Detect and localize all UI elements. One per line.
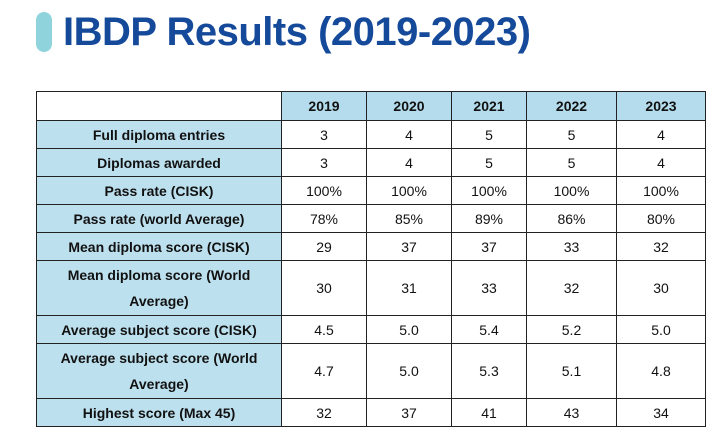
row-label: Diplomas awarded: [36, 148, 282, 177]
table-cell: 80%: [616, 204, 706, 233]
table-cell: 5.3: [451, 343, 527, 399]
table-row: Pass rate (world Average) 78% 85% 89% 86…: [36, 204, 706, 233]
row-label: Pass rate (world Average): [36, 204, 282, 233]
table-cell: 5.1: [526, 343, 617, 399]
year-header: 2020: [366, 91, 452, 121]
table-cell: 32: [526, 260, 617, 316]
title-accent-bar: [36, 12, 52, 52]
table-cell: 5: [451, 120, 527, 149]
table-cell: 3: [281, 120, 367, 149]
table-cell: 37: [451, 232, 527, 261]
table-cell: 86%: [526, 204, 617, 233]
table-cell: 100%: [366, 176, 452, 205]
table-cell: 5.2: [526, 315, 617, 344]
table-cell: 100%: [281, 176, 367, 205]
row-label: Pass rate (CISK): [36, 176, 282, 205]
table-cell: 4: [366, 148, 452, 177]
table-corner-cell: [36, 91, 282, 121]
table-row: Average subject score (CISK) 4.5 5.0 5.4…: [36, 315, 706, 344]
table-cell: 4: [366, 120, 452, 149]
page-title: IBDP Results (2019-2023): [63, 10, 531, 54]
table-cell: 43: [526, 398, 617, 427]
table-cell: 41: [451, 398, 527, 427]
table-cell: 5.0: [616, 315, 706, 344]
table-cell: 4: [616, 148, 706, 177]
table-cell: 5: [526, 148, 617, 177]
row-label: Average subject score (World Average): [36, 343, 282, 399]
table-cell: 4.7: [281, 343, 367, 399]
year-header: 2022: [526, 91, 617, 121]
table-cell: 33: [451, 260, 527, 316]
row-label: Highest score (Max 45): [36, 398, 282, 427]
row-label: Average subject score (CISK): [36, 315, 282, 344]
table-cell: 100%: [451, 176, 527, 205]
row-label: Full diploma entries: [36, 120, 282, 149]
year-header: 2021: [451, 91, 527, 121]
table-cell: 4.5: [281, 315, 367, 344]
table-cell: 31: [366, 260, 452, 316]
results-table: 2019 2020 2021 2022 2023 Full diploma en…: [36, 91, 706, 427]
table-row: Full diploma entries 3 4 5 5 4: [36, 120, 706, 149]
table-cell: 30: [281, 260, 367, 316]
table-cell: 4.8: [616, 343, 706, 399]
row-label: Mean diploma score (CISK): [36, 232, 282, 261]
table-cell: 37: [366, 398, 452, 427]
table-cell: 34: [616, 398, 706, 427]
table-row: Diplomas awarded 3 4 5 5 4: [36, 148, 706, 177]
table-cell: 37: [366, 232, 452, 261]
table-row: Mean diploma score (World Average) 30 31…: [36, 260, 706, 316]
table-cell: 30: [616, 260, 706, 316]
table-cell: 5.4: [451, 315, 527, 344]
table-cell: 100%: [616, 176, 706, 205]
year-header: 2023: [616, 91, 706, 121]
table-cell: 78%: [281, 204, 367, 233]
table-row: Average subject score (World Average) 4.…: [36, 343, 706, 399]
table-row: Mean diploma score (CISK) 29 37 37 33 32: [36, 232, 706, 261]
table-cell: 5: [526, 120, 617, 149]
table-cell: 89%: [451, 204, 527, 233]
table-cell: 29: [281, 232, 367, 261]
year-header: 2019: [281, 91, 367, 121]
table-cell: 3: [281, 148, 367, 177]
table-cell: 33: [526, 232, 617, 261]
table-cell: 85%: [366, 204, 452, 233]
table-cell: 5.0: [366, 315, 452, 344]
table-cell: 32: [281, 398, 367, 427]
table-cell: 4: [616, 120, 706, 149]
table-cell: 100%: [526, 176, 617, 205]
row-label: Mean diploma score (World Average): [36, 260, 282, 316]
table-cell: 32: [616, 232, 706, 261]
table-row: Highest score (Max 45) 32 37 41 43 34: [36, 398, 706, 427]
table-cell: 5: [451, 148, 527, 177]
table-row: Pass rate (CISK) 100% 100% 100% 100% 100…: [36, 176, 706, 205]
table-cell: 5.0: [366, 343, 452, 399]
